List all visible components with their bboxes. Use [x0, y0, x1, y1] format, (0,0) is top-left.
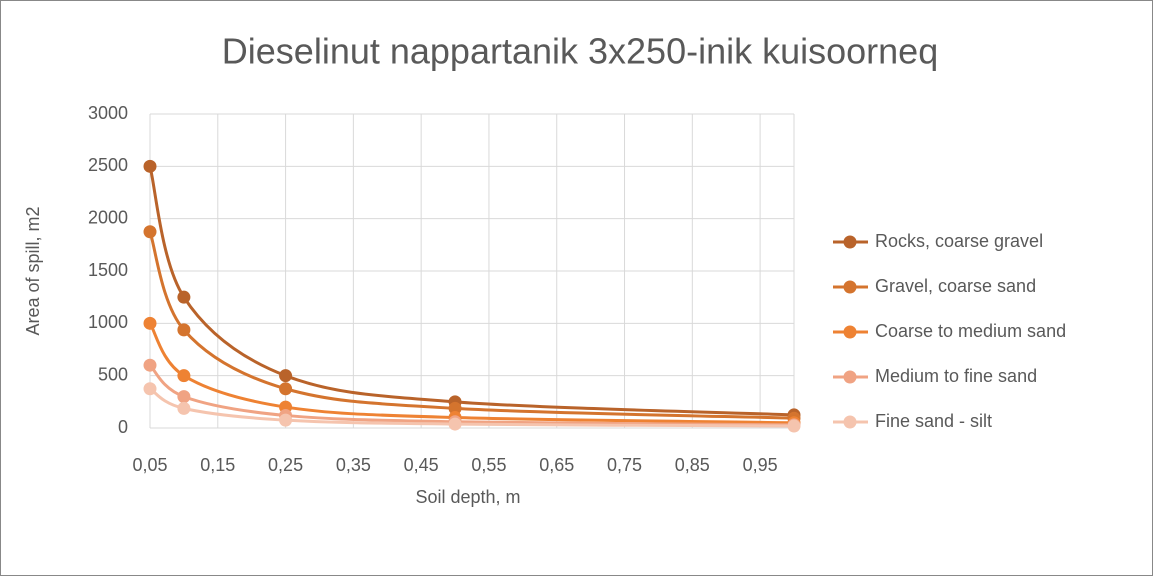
x-tick-label: 0,95 — [743, 455, 778, 475]
legend-label: Coarse to medium sand — [875, 321, 1066, 341]
x-tick-label: 0,85 — [675, 455, 710, 475]
point — [448, 417, 462, 431]
x-tick-label: 0,65 — [539, 455, 574, 475]
legend-marker — [843, 325, 857, 339]
x-tick-label: 0,75 — [607, 455, 642, 475]
point — [279, 369, 293, 383]
y-tick-label: 2000 — [88, 207, 128, 227]
point — [279, 382, 293, 396]
point — [448, 401, 462, 415]
x-tick-label: 0,55 — [471, 455, 506, 475]
point — [177, 290, 191, 304]
point — [177, 390, 191, 404]
x-tick-label: 0,15 — [200, 455, 235, 475]
legend-marker — [843, 370, 857, 384]
y-tick-label: 0 — [118, 417, 128, 437]
point — [177, 369, 191, 383]
point — [279, 413, 293, 427]
y-tick-label: 2500 — [88, 155, 128, 175]
y-tick-label: 1000 — [88, 312, 128, 332]
legend-label: Rocks, coarse gravel — [875, 231, 1043, 251]
x-tick-label: 0,35 — [336, 455, 371, 475]
point — [143, 225, 157, 239]
legend-label: Fine sand - silt — [875, 411, 992, 431]
y-tick-label: 500 — [98, 364, 128, 384]
legend-marker — [843, 415, 857, 429]
x-tick-label: 0,25 — [268, 455, 303, 475]
y-tick-label: 1500 — [88, 260, 128, 280]
series-line — [148, 165, 795, 417]
legend-label: Medium to fine sand — [875, 366, 1037, 386]
chart-title: Dieselinut nappartanik 3x250-inik kuisoo… — [222, 31, 938, 72]
point — [143, 316, 157, 330]
point — [177, 401, 191, 415]
y-tick-label: 3000 — [88, 103, 128, 123]
point — [143, 382, 157, 396]
x-tick-label: 0,05 — [132, 455, 167, 475]
legend-marker — [843, 280, 857, 294]
x-axis-label: Soil depth, m — [415, 487, 520, 507]
x-tick-label: 0,45 — [404, 455, 439, 475]
point — [177, 323, 191, 337]
point — [787, 419, 801, 433]
y-axis-label: Area of spill, m2 — [23, 206, 43, 335]
series-line — [148, 231, 795, 420]
legend-marker — [843, 235, 857, 249]
legend-label: Gravel, coarse sand — [875, 276, 1036, 296]
point — [143, 159, 157, 173]
point — [143, 358, 157, 372]
